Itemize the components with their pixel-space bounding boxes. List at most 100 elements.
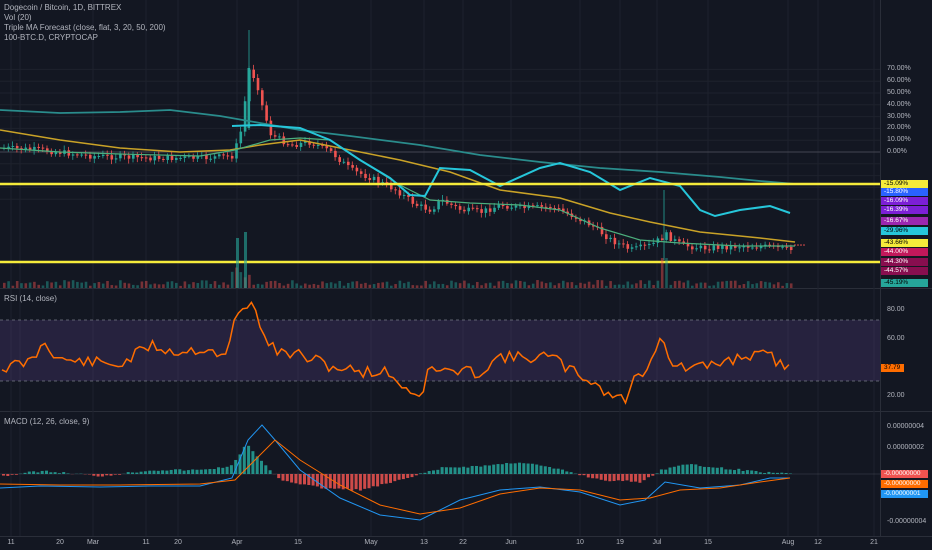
candle-body (514, 205, 518, 208)
index-study-label[interactable]: 100-BTC.D, CRYPTOCAP (4, 33, 98, 42)
volume-bar (566, 282, 569, 288)
time-axis-label: 13 (420, 539, 428, 546)
time-axis-label: Aug (781, 539, 795, 546)
pane-separator[interactable] (0, 411, 932, 412)
volume-bar (282, 285, 286, 288)
candle-body (523, 205, 526, 209)
candle-body (299, 142, 303, 147)
volume-bar (549, 282, 552, 288)
price-pane[interactable] (0, 0, 880, 288)
volume-bar (329, 282, 333, 288)
pane-separator[interactable] (0, 288, 932, 289)
macd-histogram-bar (131, 472, 134, 474)
candle-body (372, 176, 376, 181)
macd-histogram-bar (530, 463, 534, 474)
macd-histogram-bar (638, 474, 642, 483)
price-badge: -29.96% (881, 227, 928, 235)
macd-histogram-bar (307, 474, 311, 486)
volume-bar (342, 285, 346, 288)
price-badge: -15.80% (881, 188, 928, 196)
macd-histogram-bar (148, 470, 152, 474)
macd-histogram-bar (604, 474, 607, 481)
volume-bar (84, 281, 88, 288)
forecast-dot (794, 244, 796, 246)
macd-histogram-bar (100, 474, 104, 477)
volume-bar (119, 280, 122, 288)
candle-body (648, 243, 651, 246)
macd-histogram-bar (255, 456, 259, 474)
volume-bar (476, 281, 479, 288)
macd-histogram-bar (733, 470, 736, 474)
macd-histogram-bar (92, 474, 96, 476)
volume-bar (471, 285, 475, 288)
volume-study-label[interactable]: Vol (20) (4, 13, 32, 22)
candle-body (450, 203, 453, 205)
volume-bar (626, 281, 630, 288)
candle-body (37, 146, 40, 148)
price-badge: -45.19% (881, 279, 928, 287)
candle-body (402, 194, 406, 196)
volume-bar (321, 281, 324, 288)
volume-bar (355, 281, 359, 288)
macd-histogram-bar (449, 467, 453, 474)
volume-bar (519, 280, 522, 288)
volume-bar (265, 281, 268, 288)
symbol-title[interactable]: Dogecoin / Bitcoin, 1D, BITTREX (4, 3, 122, 12)
price-badge: -15.09% (881, 180, 928, 188)
macd-histogram-bar (582, 474, 586, 476)
macd-histogram-bar (616, 474, 620, 481)
ma20-line (0, 137, 795, 247)
candle-body (355, 167, 359, 172)
rsi-tick-label: 20.00 (887, 392, 905, 399)
candle-body (144, 157, 148, 159)
macd-histogram-bar (595, 474, 599, 479)
price-scale[interactable] (880, 0, 932, 288)
macd-scale[interactable] (880, 412, 932, 536)
chart-canvas[interactable] (0, 0, 880, 536)
volume-bar (759, 281, 763, 288)
volume-bar (248, 274, 251, 288)
rsi-legend[interactable]: RSI (14, close) (4, 294, 57, 303)
volume-bar (691, 285, 694, 288)
macd-histogram-bar (389, 474, 392, 483)
macd-histogram-bar (634, 474, 638, 482)
candle-body (605, 234, 608, 240)
macd-histogram-bar (363, 474, 367, 489)
time-axis-separator (0, 536, 932, 537)
volume-bar (364, 282, 367, 288)
volume-bar (605, 285, 608, 288)
macd-histogram-bar (358, 474, 362, 491)
volume-bar (140, 281, 144, 288)
candle-body (721, 245, 724, 249)
macd-histogram-bar (535, 464, 539, 474)
volume-bar (695, 283, 698, 288)
macd-histogram-bar (320, 474, 324, 489)
volume-bar (334, 283, 337, 288)
rsi-value-badge: 37.79 (881, 364, 904, 372)
macd-histogram-bar (427, 471, 431, 474)
macd-histogram-bar (23, 472, 27, 474)
candle-body (678, 239, 681, 242)
macd-histogram-bar (367, 474, 371, 489)
candle-body (269, 120, 273, 136)
time-axis-label: 11 (7, 539, 15, 546)
volume-bar (445, 285, 449, 288)
macd-histogram-bar (182, 470, 186, 474)
volume-bar (76, 281, 79, 288)
macd-histogram-bar (380, 474, 384, 485)
time-axis-label: 10 (576, 539, 584, 546)
candle-body (368, 178, 372, 181)
volume-bar (299, 285, 303, 288)
tma-study-label[interactable]: Triple MA Forecast (close, flat, 3, 20, … (4, 23, 166, 32)
macd-histogram-bar (621, 474, 625, 482)
candle-body (785, 246, 789, 248)
volume-bar (312, 283, 316, 288)
macd-tick-label: -0.00000004 (887, 518, 927, 525)
candle-body (132, 154, 135, 159)
price-tick-label: 0.00% (887, 148, 907, 155)
rsi-scale[interactable] (880, 289, 932, 411)
macd-histogram-bar (754, 471, 758, 474)
candle-body (239, 131, 243, 144)
price-badge: -16.39% (881, 206, 928, 214)
macd-legend[interactable]: MACD (12, 26, close, 9) (4, 417, 90, 426)
